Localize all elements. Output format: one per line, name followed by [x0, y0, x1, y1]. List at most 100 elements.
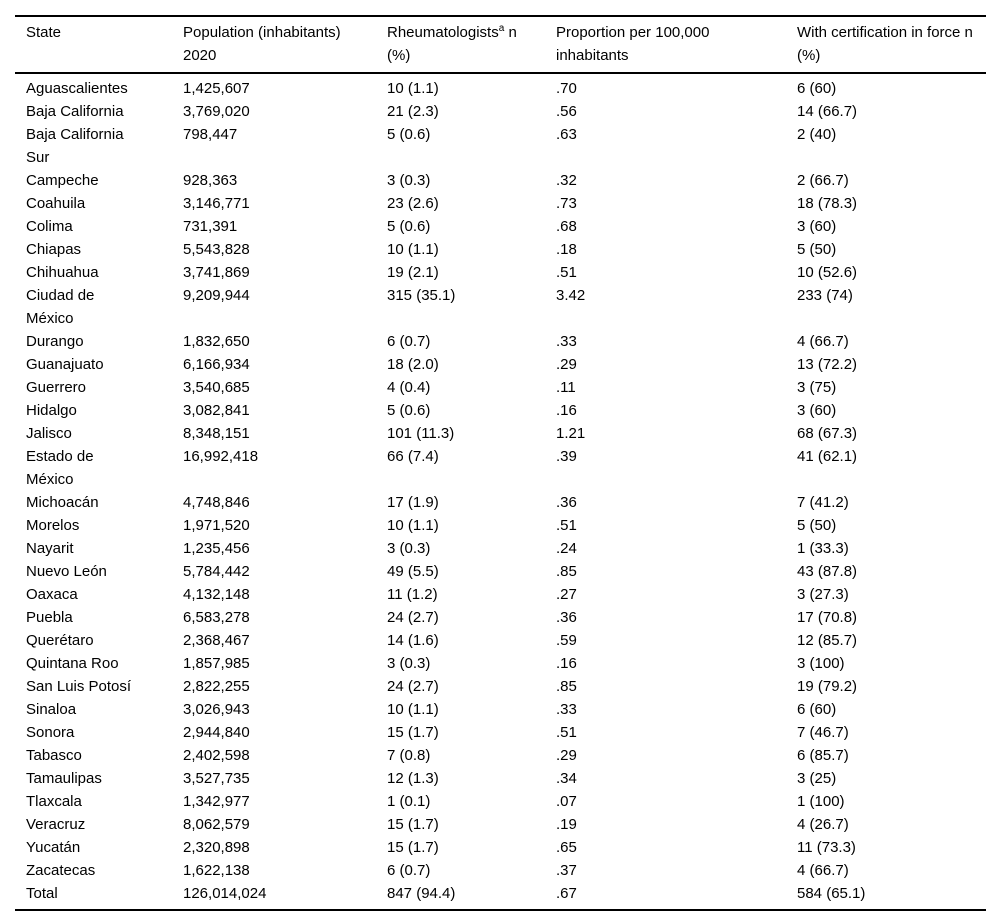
table-row: Campeche 928,363 3 (0.3) .32 2 (66.7) — [15, 169, 986, 192]
cell-rheumatologists: 3 (0.3) — [387, 540, 431, 557]
table-row: Chiapas 5,543,828 10 (1.1) .18 5 (50) — [15, 238, 986, 261]
cell-population: 3,026,943 — [183, 701, 250, 718]
cell-certification: 13 (72.2) — [797, 356, 858, 373]
cell-state: Chihuahua — [26, 264, 99, 281]
cell-state: Morelos — [26, 517, 80, 534]
cell-population: 8,348,151 — [183, 425, 250, 442]
cell-rheumatologists: 19 (2.1) — [387, 264, 439, 281]
table-row: Quintana Roo 1,857,985 3 (0.3) .16 3 (100) — [15, 652, 986, 675]
cell-certification: 10 (52.6) — [797, 264, 858, 281]
cell-proportion: .36 — [556, 609, 577, 626]
cell-population: 3,741,869 — [183, 264, 250, 281]
header-rheumatologists-base: Rheumatologists — [387, 24, 499, 41]
cell-population: 3,146,771 — [183, 195, 250, 212]
cell-proportion: .51 — [556, 264, 577, 281]
header-proportion: Proportion per 100,000 inhabitants — [545, 16, 786, 74]
cell-rheumatologists: 1 (0.1) — [387, 793, 431, 810]
table-row: Hidalgo 3,082,841 5 (0.6) .16 3 (60) — [15, 399, 986, 422]
cell-state: Estado de México — [26, 448, 94, 488]
table-row: Coahuila 3,146,771 23 (2.6) .73 18 (78.3) — [15, 192, 986, 215]
cell-state: Coahuila — [26, 195, 86, 212]
cell-proportion: .73 — [556, 195, 577, 212]
cell-state: Jalisco — [26, 425, 72, 442]
cell-proportion: .70 — [556, 80, 577, 97]
cell-proportion: .85 — [556, 678, 577, 695]
cell-population: 1,622,138 — [183, 862, 250, 879]
cell-proportion: .29 — [556, 747, 577, 764]
cell-proportion: .59 — [556, 632, 577, 649]
cell-population: 2,368,467 — [183, 632, 250, 649]
cell-proportion: .27 — [556, 586, 577, 603]
cell-population: 6,166,934 — [183, 356, 250, 373]
cell-state: Tabasco — [26, 747, 82, 764]
cell-certification: 6 (60) — [797, 80, 837, 97]
cell-rheumatologists: 10 (1.1) — [387, 241, 439, 258]
cell-certification: 12 (85.7) — [797, 632, 858, 649]
cell-proportion: .16 — [556, 655, 577, 672]
cell-state: Querétaro — [26, 632, 94, 649]
cell-proportion: .11 — [556, 379, 576, 396]
cell-certification: 2 (66.7) — [797, 172, 849, 189]
cell-population: 1,971,520 — [183, 517, 250, 534]
cell-rheumatologists: 21 (2.3) — [387, 103, 439, 120]
cell-state: Sinaloa — [26, 701, 77, 718]
cell-rheumatologists: 101 (11.3) — [387, 425, 455, 442]
table-row: Michoacán 4,748,846 17 (1.9) .36 7 (41.2) — [15, 491, 986, 514]
table-row: Nuevo León 5,784,442 49 (5.5) .85 43 (87.8) — [15, 560, 986, 583]
cell-rheumatologists: 24 (2.7) — [387, 609, 439, 626]
table-row: Yucatán 2,320,898 15 (1.7) .65 11 (73.3) — [15, 836, 986, 859]
cell-state: Baja California Sur — [26, 126, 124, 166]
cell-population: 2,944,840 — [183, 724, 250, 741]
table-row: Morelos 1,971,520 10 (1.1) .51 5 (50) — [15, 514, 986, 537]
cell-rheumatologists: 10 (1.1) — [387, 80, 439, 97]
header-state: State — [15, 16, 172, 74]
cell-state: Colima — [26, 218, 73, 235]
table-row: Guanajuato 6,166,934 18 (2.0) .29 13 (72.2) — [15, 353, 986, 376]
cell-certification: 19 (79.2) — [797, 678, 858, 695]
table-body: Aguascalientes 1,425,607 10 (1.1) .70 6 (60)… — [15, 73, 986, 910]
table-row: Total 126,014,024 847 (94.4) .67 584 (65.1) — [15, 882, 986, 910]
table-row: Durango 1,832,650 6 (0.7) .33 4 (66.7) — [15, 330, 986, 353]
cell-proportion: 3.42 — [556, 287, 586, 304]
cell-population: 731,391 — [183, 218, 238, 235]
cell-rheumatologists: 23 (2.6) — [387, 195, 439, 212]
cell-population: 1,235,456 — [183, 540, 250, 557]
cell-population: 2,320,898 — [183, 839, 250, 856]
header-row: State Population (inhabitants) 2020 Rheu… — [15, 16, 986, 74]
header-population: Population (inhabitants) 2020 — [172, 16, 376, 74]
cell-rheumatologists: 6 (0.7) — [387, 333, 431, 350]
cell-rheumatologists: 315 (35.1) — [387, 287, 456, 304]
cell-proportion: .85 — [556, 563, 577, 580]
cell-certification: 4 (66.7) — [797, 862, 849, 879]
cell-state: Chiapas — [26, 241, 82, 258]
cell-rheumatologists: 10 (1.1) — [387, 701, 439, 718]
cell-certification: 3 (60) — [797, 402, 837, 419]
cell-certification: 3 (60) — [797, 218, 837, 235]
cell-population: 16,992,418 — [183, 448, 259, 465]
cell-rheumatologists: 10 (1.1) — [387, 517, 439, 534]
cell-rheumatologists: 15 (1.7) — [387, 816, 439, 833]
cell-population: 3,082,841 — [183, 402, 250, 419]
table-row: Oaxaca 4,132,148 11 (1.2) .27 3 (27.3) — [15, 583, 986, 606]
cell-proportion: .65 — [556, 839, 577, 856]
cell-state: Aguascalientes — [26, 80, 128, 97]
cell-state: Guanajuato — [26, 356, 104, 373]
table-row: Puebla 6,583,278 24 (2.7) .36 17 (70.8) — [15, 606, 986, 629]
cell-proportion: .68 — [556, 218, 577, 235]
cell-population: 1,832,650 — [183, 333, 250, 350]
cell-rheumatologists: 847 (94.4) — [387, 885, 456, 902]
cell-state: Ciudad de México — [26, 287, 95, 327]
cell-proportion: .37 — [556, 862, 577, 879]
cell-certification: 18 (78.3) — [797, 195, 858, 212]
cell-state: Sonora — [26, 724, 75, 741]
table-row: Tlaxcala 1,342,977 1 (0.1) .07 1 (100) — [15, 790, 986, 813]
table-row: Estado de México 16,992,418 66 (7.4) .39 41 … — [15, 445, 986, 491]
cell-rheumatologists: 11 (1.2) — [387, 586, 438, 603]
cell-certification: 1 (100) — [797, 793, 845, 810]
table-row: Tamaulipas 3,527,735 12 (1.3) .34 3 (25) — [15, 767, 986, 790]
rheumatologists-by-state-table: State Population (inhabitants) 2020 Rheu… — [15, 15, 986, 911]
table-row: Nayarit 1,235,456 3 (0.3) .24 1 (33.3) — [15, 537, 986, 560]
cell-proportion: .63 — [556, 126, 577, 143]
cell-certification: 17 (70.8) — [797, 609, 858, 626]
cell-certification: 3 (75) — [797, 379, 837, 396]
